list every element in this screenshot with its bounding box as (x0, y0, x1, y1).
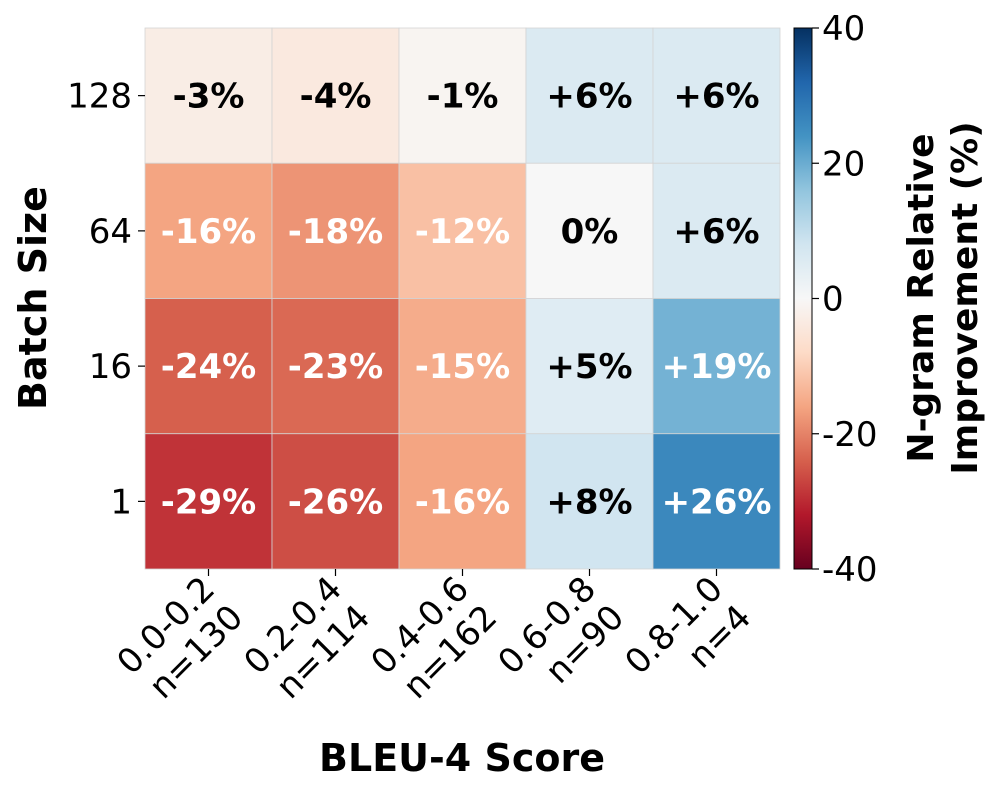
colorbar-tick-label: -20 (822, 415, 878, 455)
cell-value-label: -4% (300, 77, 372, 117)
cell-value-label: +6% (546, 77, 632, 117)
cell-value-label: -24% (161, 347, 257, 387)
colorbar-label-line-2: Improvement (%) (945, 121, 986, 474)
heatmap-cell (144, 162, 273, 299)
heatmap-cell (271, 27, 400, 164)
cell-value-label: -1% (427, 77, 499, 117)
x-tick-label: 0.0-0.2n=130 (109, 569, 251, 707)
heatmap-cell (525, 298, 654, 435)
y-axis-label: Batch Size (11, 186, 55, 410)
cell-value-label: +6% (673, 212, 759, 252)
x-tick-label: 0.2-0.4n=114 (236, 569, 378, 707)
heatmap-cell (525, 433, 654, 570)
colorbar-ticks: 40 20 0 -20 -40 (812, 9, 878, 590)
cell-value-label: +8% (546, 482, 632, 522)
cell-value-label: +5% (546, 347, 632, 387)
y-tick-label: 1 (110, 482, 132, 522)
heatmap-cell (652, 162, 781, 299)
colorbar-tick-label: -40 (822, 550, 878, 590)
colorbar-tick-label: 20 (822, 144, 865, 184)
cell-value-label: -26% (288, 482, 384, 522)
colorbar-label-line-1: N-gram Relative (901, 133, 942, 462)
heatmap-cell (398, 433, 527, 570)
colorbar: 40 20 0 -20 -40 N-gram Relative Improvement … (793, 9, 986, 590)
x-tick-label: 0.6-0.8n=90 (490, 569, 632, 692)
cell-value-label: +26% (662, 482, 772, 522)
x-axis-label: BLEU-4 Score (319, 736, 605, 780)
cell-value-label: -18% (288, 212, 384, 252)
heatmap-cell (652, 298, 781, 435)
colorbar-tick-label: 0 (822, 280, 844, 320)
y-tick-label: 64 (89, 212, 132, 252)
heatmap-cell (652, 433, 781, 570)
heatmap-cell (652, 27, 781, 164)
y-tick-label: 16 (89, 347, 132, 387)
cell-value-label: -3% (173, 77, 245, 117)
x-tick-label: 0.8-1.0n=4 (617, 569, 759, 682)
cell-value-label: +6% (673, 77, 759, 117)
heatmap-cell (398, 27, 527, 164)
cell-value-label: -23% (288, 347, 384, 387)
cell-value-label: +19% (662, 347, 772, 387)
cell-value-label: -16% (161, 212, 257, 252)
heatmap-cell (144, 27, 273, 164)
x-axis: 0.0-0.2n=1300.2-0.4n=1140.4-0.6n=1620.6-… (109, 569, 759, 707)
colorbar-tick-label: 40 (822, 9, 865, 49)
cell-value-label: -15% (415, 347, 511, 387)
heatmap-cell (271, 298, 400, 435)
colorbar-label: N-gram Relative Improvement (%) (901, 121, 986, 474)
cell-value-label: 0% (561, 212, 619, 252)
cell-value-label: -12% (415, 212, 511, 252)
colorbar-gradient (793, 27, 813, 570)
y-tick-label: 128 (67, 77, 132, 117)
heatmap-cell (525, 27, 654, 164)
y-axis: 128 64 16 1 (67, 77, 145, 522)
heatmap-cells: -3% -4% -1% +6% +6% -16% -18% -12% 0% +6% -24% -23%… (144, 27, 781, 570)
x-tick-label: 0.4-0.6n=162 (363, 569, 505, 707)
cell-value-label: -29% (161, 482, 257, 522)
heatmap-cell (271, 433, 400, 570)
heatmap-cell (398, 162, 527, 299)
cell-value-label: -16% (415, 482, 511, 522)
heatmap-cell (271, 162, 400, 299)
heatmap-cell (398, 298, 527, 435)
